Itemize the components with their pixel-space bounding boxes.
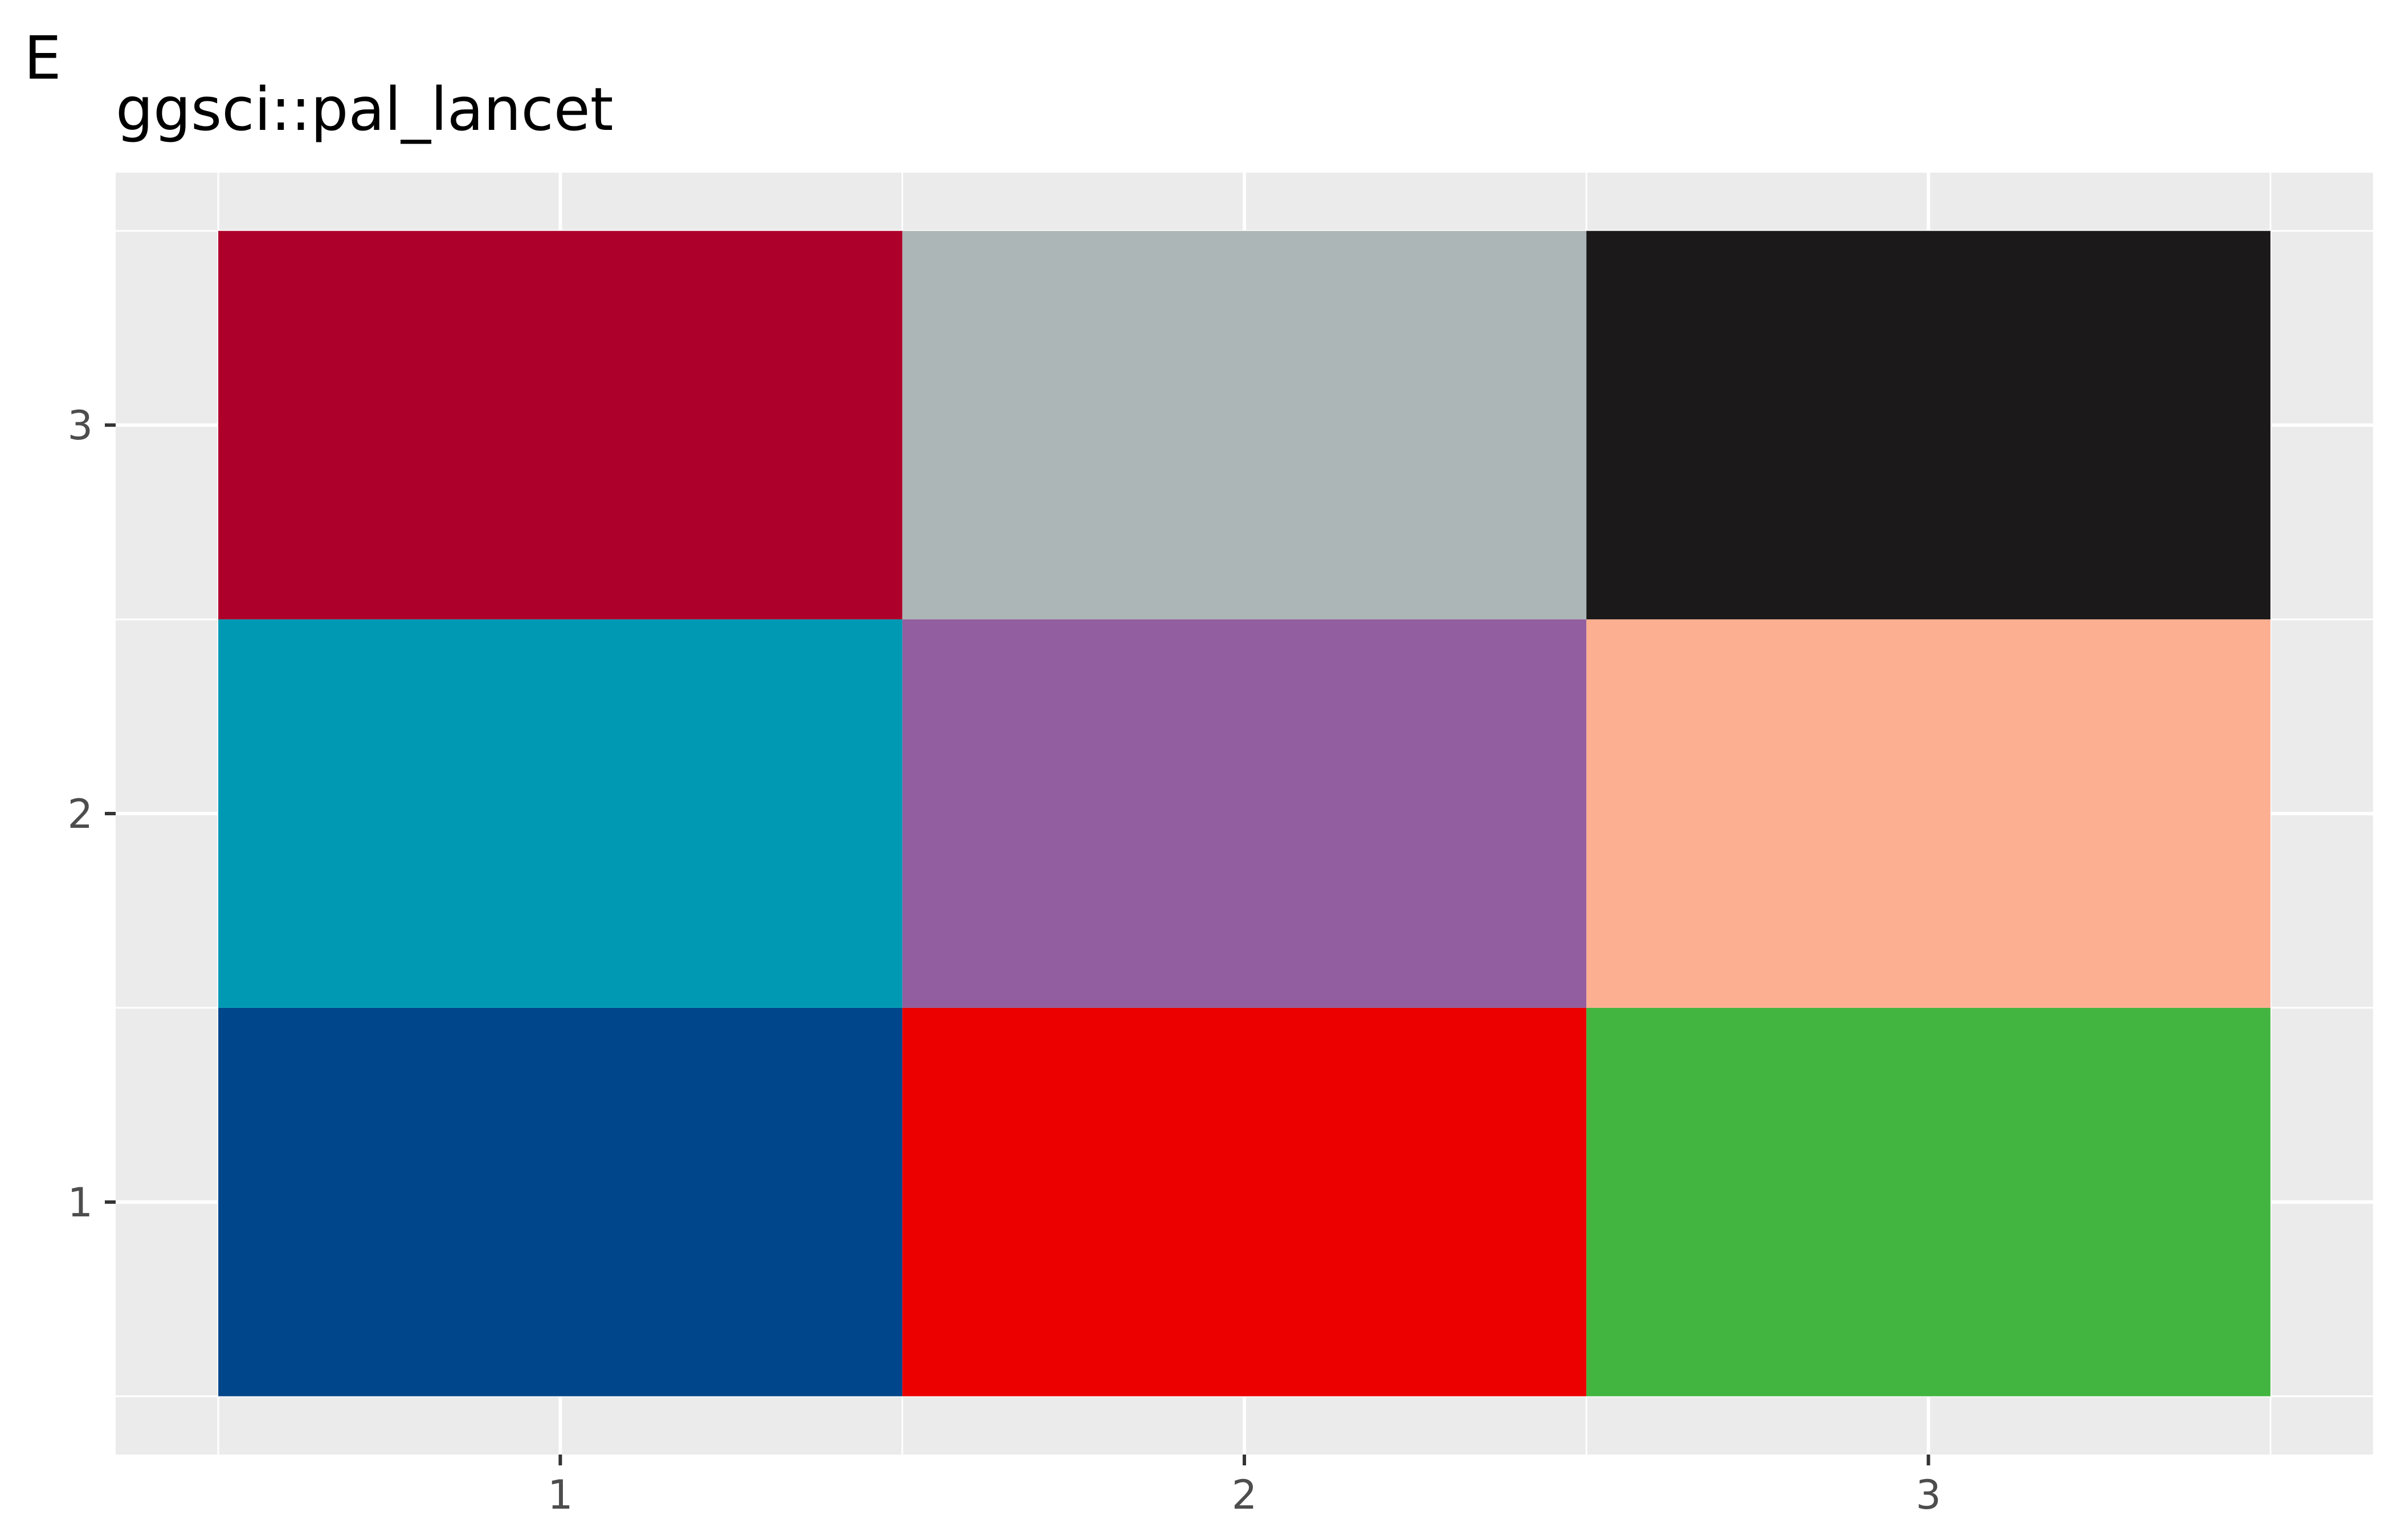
y-tick-label: 3: [67, 402, 93, 449]
y-tick-label: 1: [67, 1179, 93, 1226]
heatmap-cell-x2-y1: [902, 1007, 1587, 1396]
heatmap-cell-x3-y3: [1586, 231, 2271, 620]
x-tick-label: 2: [1232, 1472, 1257, 1518]
heatmap-cell-x1-y2: [218, 619, 903, 1008]
plot-area: 1 2 3 1 2 3: [67, 173, 2373, 1518]
panel-tag: E: [24, 23, 62, 93]
heatmap-cell-x1-y1: [218, 1007, 903, 1396]
heatmap-cell-x1-y3: [218, 231, 903, 620]
x-tick-label: 3: [1916, 1472, 1941, 1518]
heatmap-cell-x2-y3: [902, 231, 1587, 620]
heatmap-cell-x3-y1: [1586, 1007, 2271, 1396]
heatmap-cell-x3-y2: [1586, 619, 2271, 1008]
heatmap-cell-x2-y2: [902, 619, 1587, 1008]
x-tick-label: 1: [548, 1472, 573, 1518]
y-tick-label: 2: [67, 791, 93, 838]
chart-title: ggsci::pal_lancet: [116, 75, 614, 144]
